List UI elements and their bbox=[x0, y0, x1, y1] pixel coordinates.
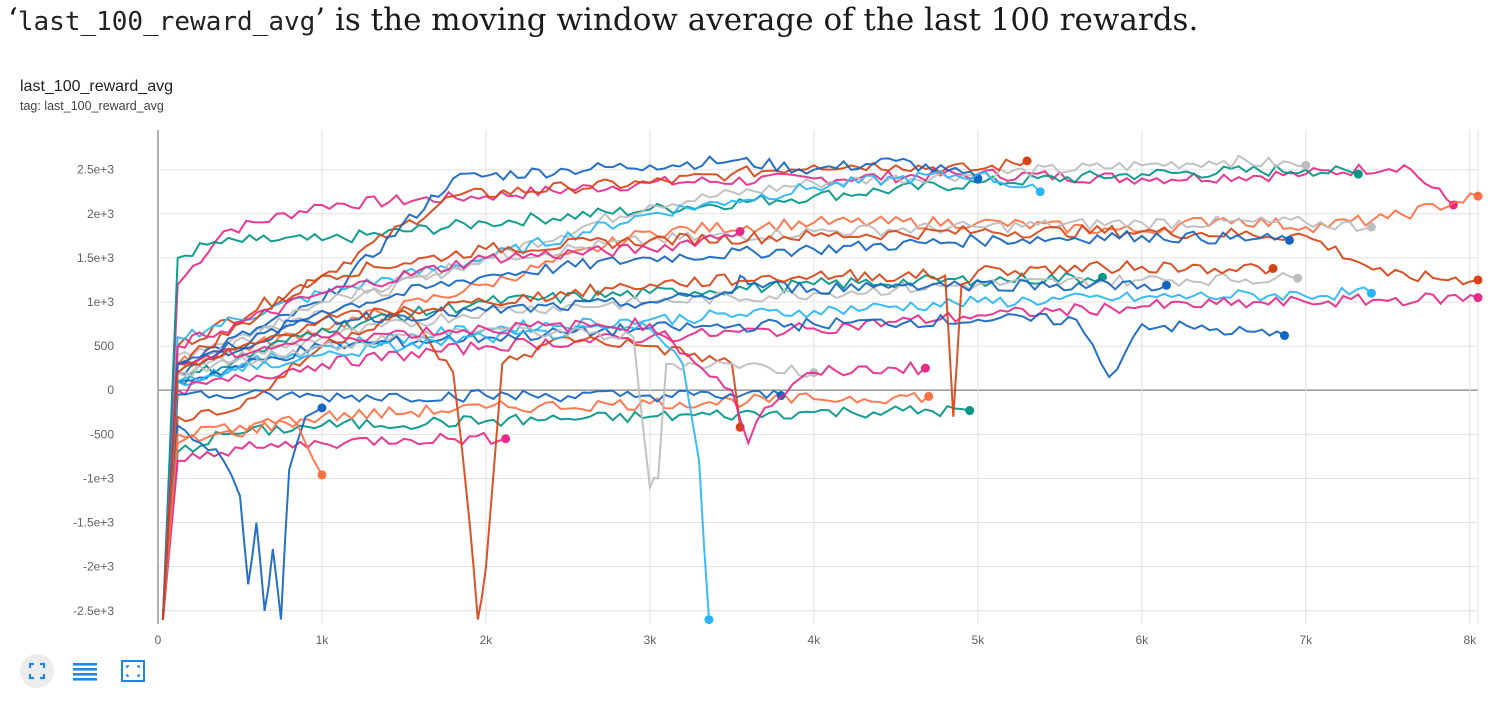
y-tick-label: -2e+3 bbox=[83, 560, 114, 574]
series-end-marker bbox=[1280, 331, 1290, 341]
heading-text: is the moving window average of the last… bbox=[325, 2, 1199, 38]
y-tick-label: 2e+3 bbox=[87, 207, 114, 221]
x-tick-label: 5k bbox=[972, 633, 986, 647]
series-end-marker bbox=[1022, 156, 1032, 166]
series-line bbox=[161, 155, 979, 620]
series-end-marker bbox=[317, 470, 327, 480]
series-line bbox=[161, 229, 1290, 620]
series-line bbox=[161, 192, 1479, 620]
reward-line-chart[interactable]: 2.5e+3 2e+3 1.5e+3 1e+3 500 0 -500 -1e+3 -1.5e+3… bbox=[0, 120, 1488, 650]
series-line bbox=[161, 431, 506, 620]
series-end-marker bbox=[1353, 169, 1363, 179]
y-tick-label: 0 bbox=[107, 383, 114, 397]
y-tick-label: -1.5e+3 bbox=[73, 516, 114, 530]
series-end-marker bbox=[1473, 275, 1483, 285]
x-tick-label: 1k bbox=[316, 633, 330, 647]
series-line bbox=[161, 316, 927, 620]
heading-close-quote: ’ bbox=[315, 2, 326, 38]
heading-code: last_100_reward_avg bbox=[17, 7, 316, 37]
series-line bbox=[161, 389, 782, 620]
card-title: last_100_reward_avg bbox=[20, 78, 173, 95]
x-tick-label: 8k bbox=[1463, 633, 1477, 647]
series-line bbox=[161, 292, 1479, 620]
series-line bbox=[161, 312, 1285, 620]
series-end-marker bbox=[1366, 222, 1376, 232]
y-tick-label: -1e+3 bbox=[83, 471, 114, 485]
series-line bbox=[161, 404, 970, 620]
series-end-marker bbox=[317, 403, 327, 413]
x-tick-label: 4k bbox=[808, 633, 822, 647]
series-line bbox=[161, 415, 323, 620]
series-end-marker bbox=[1473, 191, 1483, 201]
series-end-marker bbox=[1293, 273, 1303, 283]
series-end-marker bbox=[1268, 263, 1278, 273]
series-line bbox=[161, 272, 1103, 620]
expand-icon bbox=[121, 660, 145, 682]
series-end-marker bbox=[704, 615, 714, 625]
series-line bbox=[161, 169, 1041, 620]
series-line bbox=[161, 407, 323, 620]
series-end-marker bbox=[501, 434, 511, 444]
series-end-marker bbox=[1448, 200, 1458, 210]
series-end-marker bbox=[735, 226, 745, 236]
series-end-marker bbox=[1284, 235, 1294, 245]
series-line bbox=[161, 215, 1372, 620]
series-line bbox=[161, 163, 1455, 620]
series-line bbox=[161, 158, 1028, 620]
x-tick-label: 7k bbox=[1299, 633, 1313, 647]
series-end-marker bbox=[924, 391, 934, 401]
y-tick-label: 1.5e+3 bbox=[77, 251, 114, 265]
fit-domain-icon bbox=[28, 662, 46, 680]
x-tick-label: 6k bbox=[1136, 633, 1150, 647]
x-tick-label: 0 bbox=[155, 633, 162, 647]
y-tick-label: -2.5e+3 bbox=[73, 604, 114, 618]
series-line bbox=[161, 309, 742, 620]
x-tick-label: 3k bbox=[644, 633, 658, 647]
y-tick-label: 500 bbox=[94, 339, 114, 353]
series-end-marker bbox=[1161, 280, 1171, 290]
series-end-marker bbox=[965, 406, 975, 416]
heading-open-quote: ‘ bbox=[8, 2, 18, 38]
series-end-marker bbox=[1035, 187, 1045, 197]
series-end-marker bbox=[920, 363, 930, 373]
series-line bbox=[161, 230, 741, 620]
y-tick-label: -500 bbox=[90, 427, 114, 441]
x-tick-label: 2k bbox=[480, 633, 494, 647]
series-line bbox=[161, 223, 1479, 620]
series-line bbox=[161, 274, 1167, 620]
chart-toolbar bbox=[20, 654, 150, 688]
series-line bbox=[161, 259, 1274, 620]
card-tag: tag: last_100_reward_avg bbox=[20, 99, 164, 113]
series-line bbox=[161, 391, 930, 620]
fit-domain-button[interactable] bbox=[20, 654, 54, 688]
series-end-marker bbox=[1301, 160, 1311, 170]
description-heading: ‘ last_100_reward_avg ’ is the moving wi… bbox=[8, 2, 1198, 52]
y-tick-label: 1e+3 bbox=[87, 295, 114, 309]
series-line bbox=[161, 286, 1373, 620]
expand-button[interactable] bbox=[116, 654, 150, 688]
toggle-log-scale-icon bbox=[73, 663, 97, 681]
series-end-marker bbox=[1473, 293, 1483, 303]
y-tick-label: 2.5e+3 bbox=[77, 163, 114, 177]
toggle-log-scale-button[interactable] bbox=[68, 654, 102, 688]
series-end-marker bbox=[1366, 288, 1376, 298]
